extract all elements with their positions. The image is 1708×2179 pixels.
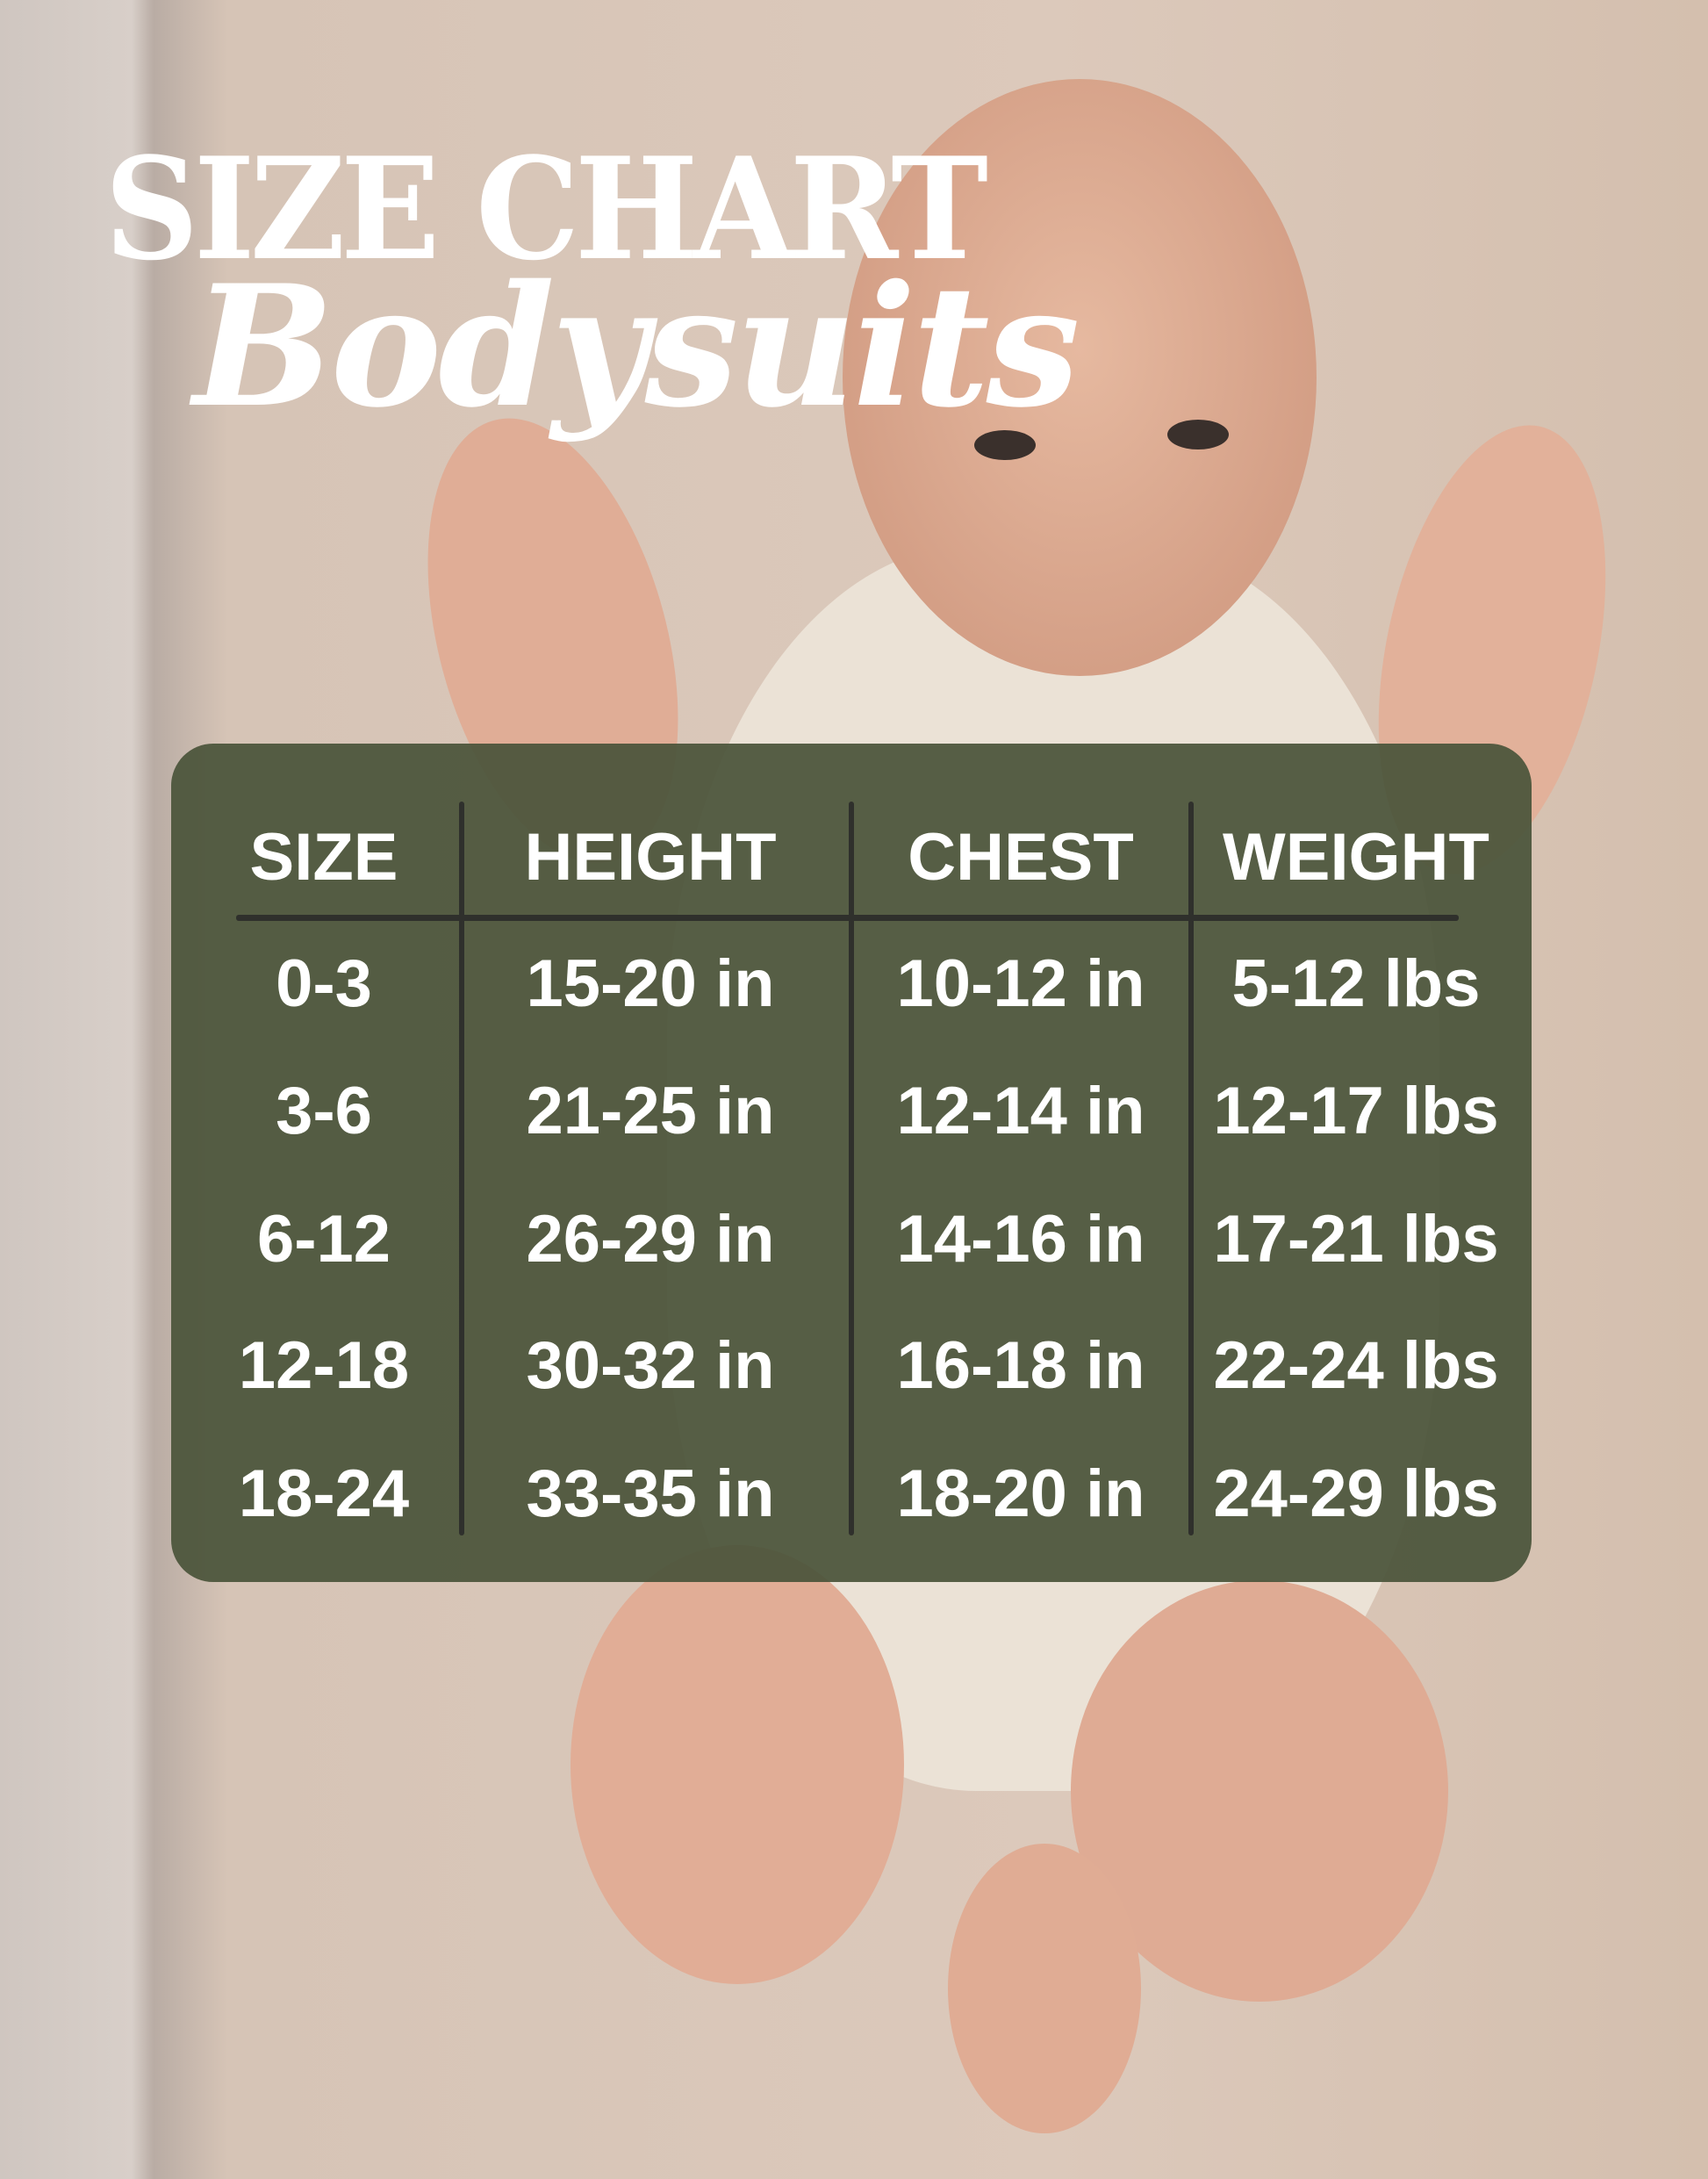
table-cell: 6-12 [256, 1202, 391, 1276]
column-divider [1188, 802, 1194, 1535]
table-cell: 30-32 in [526, 1328, 775, 1403]
column-header-chest: CHEST [908, 820, 1134, 895]
page-subtitle: Bodysuits [193, 248, 1080, 444]
table-cell: 33-35 in [526, 1456, 775, 1531]
table-cell: 18-20 in [896, 1456, 1145, 1531]
baby-eye [974, 430, 1036, 460]
baby-eye [1167, 420, 1229, 449]
table-cell: 3-6 [276, 1074, 372, 1148]
table-cell: 24-29 lbs [1213, 1456, 1499, 1531]
baby-foot [948, 1844, 1141, 2133]
column-header-size: SIZE [249, 820, 398, 895]
table-cell: 10-12 in [896, 946, 1145, 1021]
column-divider [849, 802, 854, 1535]
table-cell: 14-16 in [896, 1202, 1145, 1276]
column-divider [459, 802, 464, 1535]
table-cell: 12-18 [238, 1328, 410, 1403]
table-cell: 5-12 lbs [1231, 946, 1481, 1021]
column-header-weight: WEIGHT [1223, 820, 1489, 895]
table-cell: 17-21 lbs [1213, 1202, 1499, 1276]
column-header-height: HEIGHT [524, 820, 777, 895]
table-cell: 0-3 [276, 946, 372, 1021]
table-cell: 26-29 in [526, 1202, 775, 1276]
baby-leg-left [571, 1545, 904, 1984]
table-cell: 15-20 in [526, 946, 775, 1021]
table-cell: 22-24 lbs [1213, 1328, 1499, 1403]
baby-leg-right [1071, 1580, 1448, 2002]
baby-head [843, 79, 1317, 676]
header-divider [236, 915, 1459, 921]
table-cell: 12-14 in [896, 1074, 1145, 1148]
page-title: SIZE CHART [104, 126, 988, 291]
table-cell: 12-17 lbs [1213, 1074, 1499, 1148]
table-cell: 18-24 [238, 1456, 410, 1531]
table-cell: 21-25 in [526, 1074, 775, 1148]
table-cell: 16-18 in [896, 1328, 1145, 1403]
